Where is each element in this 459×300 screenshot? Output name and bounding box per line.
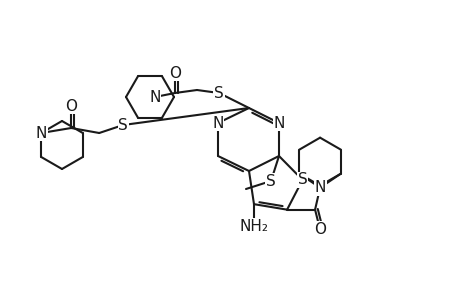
Text: N: N [149,89,160,104]
Text: S: S [118,118,128,133]
Text: N: N [35,125,47,140]
Text: O: O [313,222,325,237]
Text: S: S [213,85,224,100]
Text: N: N [273,116,284,130]
Text: O: O [168,65,180,80]
Text: O: O [65,98,77,113]
Text: NH₂: NH₂ [239,219,268,234]
Text: S: S [297,172,307,188]
Text: S: S [266,173,275,188]
Text: N: N [212,116,223,130]
Text: N: N [313,180,325,195]
